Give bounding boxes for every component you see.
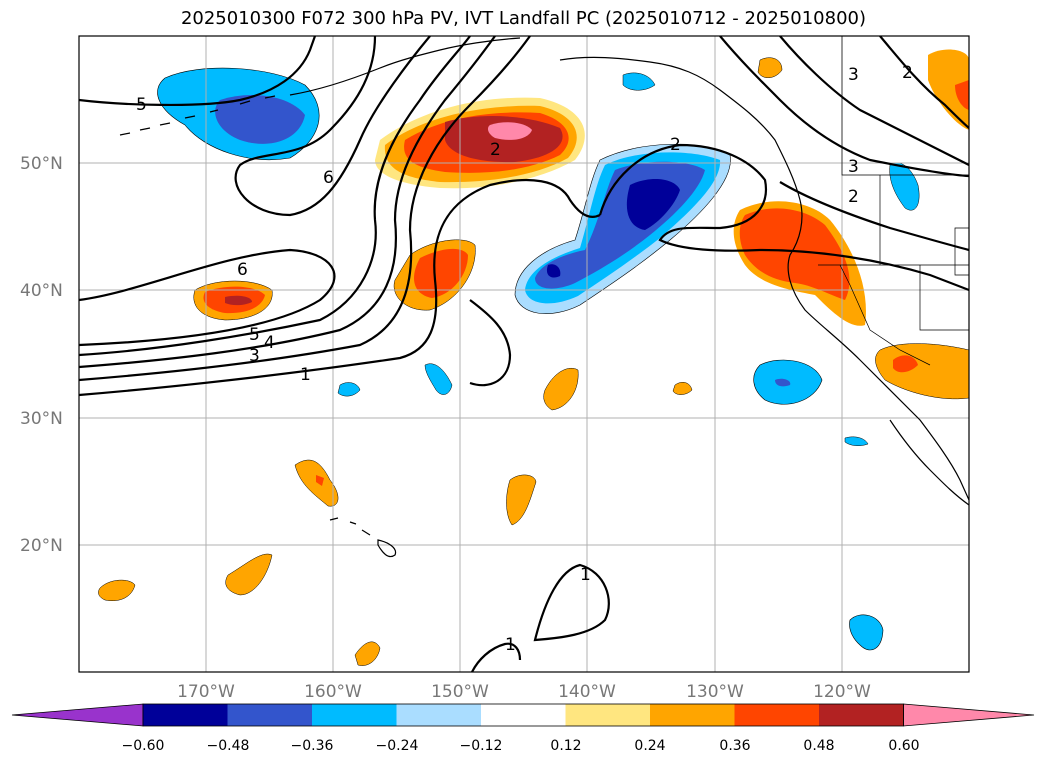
lat-label-30: 30°N: [20, 409, 63, 429]
colorbar-segment: [396, 704, 482, 726]
contour-label: 3: [848, 65, 859, 85]
latitude-labels: 50°N 40°N 30°N 20°N: [20, 154, 63, 556]
contour-label: 6: [323, 168, 334, 188]
contour-label: 1: [300, 365, 311, 385]
contour-label: 5: [136, 95, 147, 115]
colorbar-tick-label: 0.48: [803, 738, 834, 754]
map-title: 2025010300 F072 300 hPa PV, IVT Landfall…: [180, 8, 867, 29]
gridlines: [79, 36, 969, 672]
colorbar-tick-label: −0.36: [291, 738, 334, 754]
contour-label: 1: [505, 635, 516, 655]
ivt-contours: [79, 36, 969, 672]
colorbar-segment: [481, 704, 566, 726]
longitude-labels: 170°W 160°W 150°W 140°W 130°W 120°W: [177, 682, 871, 702]
colorbar-tick-label: −0.48: [207, 738, 250, 754]
colorbar-tick-label: 0.24: [634, 738, 665, 754]
contour-label: 6: [237, 260, 248, 280]
lon-label-150w: 150°W: [431, 682, 489, 702]
lon-label-160w: 160°W: [304, 682, 362, 702]
contour-label: 4: [264, 333, 275, 353]
colorbar-tick-label: 0.60: [888, 738, 919, 754]
contour-label: 1: [580, 565, 591, 585]
colorbar-tick-label: 0.36: [719, 738, 750, 754]
colorbar-ticks: −0.60 −0.48 −0.36 −0.24 −0.12 0.12 0.24 …: [122, 738, 920, 754]
colorbar-segment: [143, 704, 228, 726]
colorbar-outline: [142, 703, 904, 727]
colorbar-segment: [734, 704, 820, 726]
colorbar-tick-label: −0.12: [460, 738, 503, 754]
pv-anomaly-shading: [98, 49, 969, 666]
colorbar-segment: [312, 704, 397, 726]
lon-label-170w: 170°W: [177, 682, 235, 702]
colorbar-extend-min: [11, 703, 144, 727]
colorbar-tick-label: −0.60: [122, 738, 165, 754]
coastlines: [119, 36, 969, 558]
lat-label-50: 50°N: [20, 154, 63, 174]
lat-label-20: 20°N: [20, 536, 63, 556]
contour-label: 3: [249, 346, 260, 366]
lon-label-120w: 120°W: [813, 682, 871, 702]
lon-label-130w: 130°W: [686, 682, 744, 702]
colorbar-tick-label: 0.12: [550, 738, 581, 754]
lat-label-40: 40°N: [20, 281, 63, 301]
map-border: [78, 35, 970, 673]
contour-labels: 5 6 6 5 4 3 1 2 2 3 2 2 3 1 1: [136, 63, 913, 655]
colorbar-tick-label: −0.24: [376, 738, 419, 754]
contour-label: 5: [249, 325, 260, 345]
colorbar-segment: [227, 704, 313, 726]
colorbar-segment: [819, 704, 904, 726]
colorbar: [11, 703, 1035, 727]
contour-label: 2: [670, 135, 681, 155]
colorbar-extend-max: [903, 703, 1035, 727]
contour-label: 3: [848, 157, 859, 177]
contour-label: 2: [848, 187, 859, 207]
colorbar-segment: [565, 704, 651, 726]
contour-label: 2: [490, 140, 501, 160]
colorbar-segment: [650, 704, 735, 726]
lon-label-140w: 140°W: [558, 682, 616, 702]
contour-label: 2: [902, 63, 913, 83]
